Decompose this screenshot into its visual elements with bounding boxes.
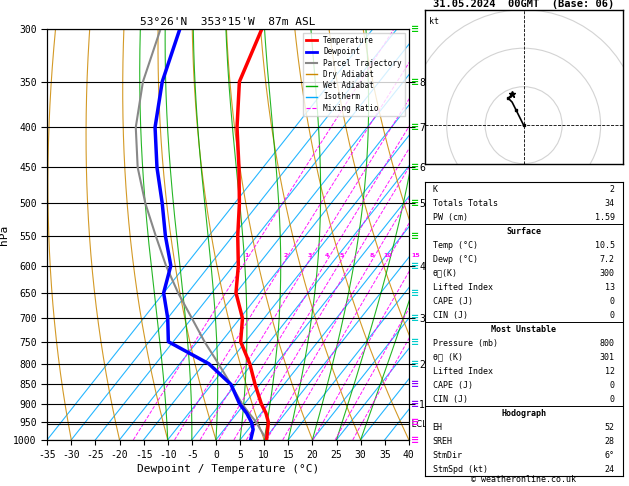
Text: 1.59: 1.59 xyxy=(595,213,615,222)
Text: 7.2: 7.2 xyxy=(600,255,615,264)
Y-axis label: km
ASL: km ASL xyxy=(442,224,459,245)
Text: ≡: ≡ xyxy=(411,162,419,173)
Title: 53°26'N  353°15'W  87m ASL: 53°26'N 353°15'W 87m ASL xyxy=(140,17,316,27)
Text: 2: 2 xyxy=(283,253,287,258)
Text: StmSpd (kt): StmSpd (kt) xyxy=(433,465,487,474)
Text: 10.5: 10.5 xyxy=(595,241,615,250)
Text: 0: 0 xyxy=(610,311,615,320)
Text: CAPE (J): CAPE (J) xyxy=(433,297,472,306)
Text: 6°: 6° xyxy=(605,451,615,460)
Text: 1: 1 xyxy=(244,253,248,258)
Text: Most Unstable: Most Unstable xyxy=(491,325,556,334)
Text: ≡: ≡ xyxy=(411,288,419,298)
Text: 0: 0 xyxy=(610,395,615,404)
Text: ≡: ≡ xyxy=(411,417,419,427)
Text: 20: 20 xyxy=(432,253,441,258)
Text: 2: 2 xyxy=(438,364,442,372)
Text: 34: 34 xyxy=(605,199,615,208)
Text: Pressure (mb): Pressure (mb) xyxy=(433,339,498,348)
Text: 300: 300 xyxy=(600,269,615,278)
Text: 4: 4 xyxy=(438,294,442,303)
Text: 5: 5 xyxy=(339,253,343,258)
Text: CIN (J): CIN (J) xyxy=(433,395,467,404)
Text: 0: 0 xyxy=(610,297,615,306)
Text: 10: 10 xyxy=(383,253,392,258)
Text: K: K xyxy=(433,185,438,194)
Text: 0: 0 xyxy=(610,381,615,390)
Text: StmDir: StmDir xyxy=(433,451,462,460)
Text: ≡: ≡ xyxy=(411,122,419,132)
Text: Surface: Surface xyxy=(506,227,541,236)
Text: ≡: ≡ xyxy=(411,435,419,445)
Text: Hodograph: Hodograph xyxy=(501,409,546,418)
Text: Mixing Ratio (g/kg): Mixing Ratio (g/kg) xyxy=(469,187,479,282)
Text: Dewp (°C): Dewp (°C) xyxy=(433,255,477,264)
Text: SREH: SREH xyxy=(433,437,452,446)
Text: ≡: ≡ xyxy=(411,77,419,87)
Text: © weatheronline.co.uk: © weatheronline.co.uk xyxy=(471,474,576,484)
Text: θᴇ(K): θᴇ(K) xyxy=(433,269,457,278)
Text: CIN (J): CIN (J) xyxy=(433,311,467,320)
Text: Temp (°C): Temp (°C) xyxy=(433,241,477,250)
Text: kt: kt xyxy=(428,17,438,26)
Text: 5: 5 xyxy=(438,267,442,276)
Text: ≡: ≡ xyxy=(411,24,419,34)
Text: θᴇ (K): θᴇ (K) xyxy=(433,353,462,362)
Text: ≡: ≡ xyxy=(411,359,419,369)
Text: LCL: LCL xyxy=(409,419,426,429)
Y-axis label: hPa: hPa xyxy=(0,225,9,244)
Text: 15: 15 xyxy=(411,253,420,258)
Legend: Temperature, Dewpoint, Parcel Trajectory, Dry Adiabat, Wet Adiabat, Isotherm, Mi: Temperature, Dewpoint, Parcel Trajectory… xyxy=(303,33,405,116)
Text: ≡: ≡ xyxy=(411,231,419,241)
Text: ≡: ≡ xyxy=(411,198,419,208)
Text: 28: 28 xyxy=(605,437,615,446)
Text: 800: 800 xyxy=(600,339,615,348)
Text: 3: 3 xyxy=(438,321,442,330)
X-axis label: Dewpoint / Temperature (°C): Dewpoint / Temperature (°C) xyxy=(137,464,319,474)
Text: EH: EH xyxy=(433,423,442,432)
Text: 31.05.2024  00GMT  (Base: 06): 31.05.2024 00GMT (Base: 06) xyxy=(433,0,615,9)
Text: 301: 301 xyxy=(600,353,615,362)
Text: 25: 25 xyxy=(448,253,457,258)
Text: ≡: ≡ xyxy=(411,380,419,389)
Text: ≡: ≡ xyxy=(411,313,419,323)
Text: 13: 13 xyxy=(605,283,615,292)
Text: 52: 52 xyxy=(605,423,615,432)
Text: 4: 4 xyxy=(325,253,330,258)
Text: ≡: ≡ xyxy=(411,337,419,347)
Text: 8: 8 xyxy=(370,253,374,258)
Text: Totals Totals: Totals Totals xyxy=(433,199,498,208)
Text: 2: 2 xyxy=(610,185,615,194)
Text: Lifted Index: Lifted Index xyxy=(433,283,493,292)
Text: Lifted Index: Lifted Index xyxy=(433,367,493,376)
Text: ≡: ≡ xyxy=(411,399,419,409)
Text: 6: 6 xyxy=(438,238,442,246)
Text: 12: 12 xyxy=(605,367,615,376)
Text: ≡: ≡ xyxy=(411,260,419,271)
Text: 1: 1 xyxy=(438,401,442,410)
Text: 24: 24 xyxy=(605,465,615,474)
Text: CAPE (J): CAPE (J) xyxy=(433,381,472,390)
Text: PW (cm): PW (cm) xyxy=(433,213,467,222)
Text: 3: 3 xyxy=(308,253,312,258)
